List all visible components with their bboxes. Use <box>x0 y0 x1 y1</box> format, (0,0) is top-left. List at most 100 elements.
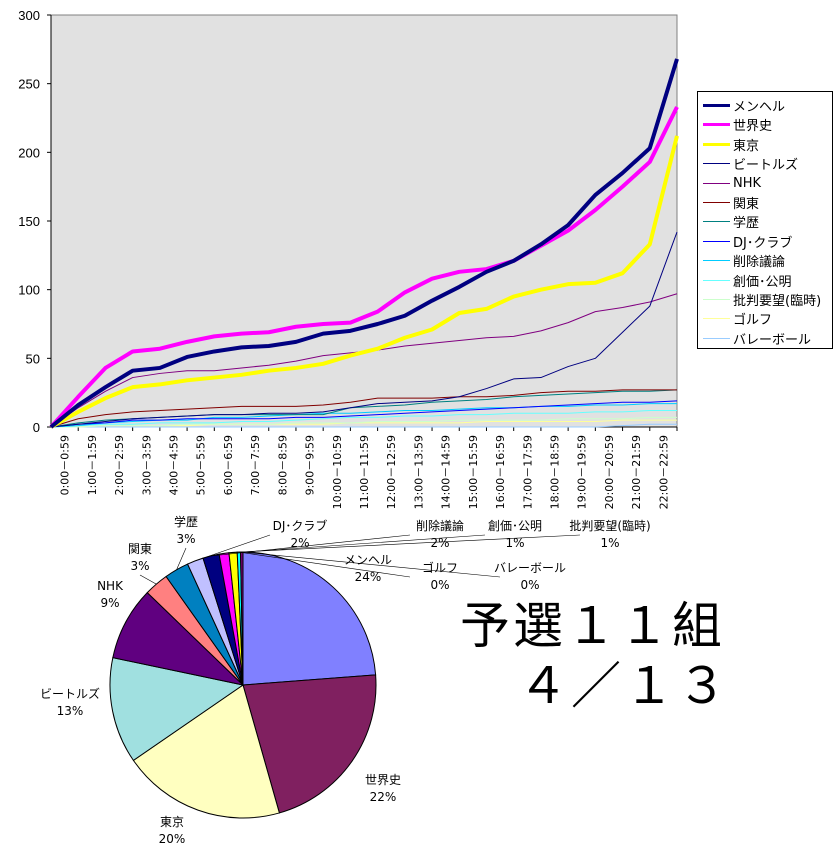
y-tick-label: 50 <box>26 351 40 366</box>
series-line-5 <box>50 389 677 428</box>
pie-slice-2 <box>132 684 281 819</box>
legend-swatch <box>703 260 730 262</box>
legend-item: メンヘル <box>703 96 785 115</box>
x-tick-label: 16:00－16:59 <box>494 435 507 509</box>
series-line-10 <box>51 416 677 428</box>
x-tick-label: 4:00－4:59 <box>167 435 180 495</box>
pie-label: メンヘル 24% <box>344 552 392 586</box>
x-tick-label: 14:00－14:59 <box>440 435 453 509</box>
legend-swatch <box>703 221 730 223</box>
x-tick-label: 6:00－6:59 <box>222 435 235 495</box>
legend-swatch <box>703 318 730 320</box>
x-tick-label: 0:00－0:59 <box>59 435 72 495</box>
legend-swatch <box>703 123 730 127</box>
x-tick-label: 21:00－21:59 <box>630 435 643 509</box>
x-tick-label: 13:00－13:59 <box>412 435 425 509</box>
pie-slice-1 <box>242 674 377 814</box>
y-tick-label: 100 <box>18 283 40 298</box>
pie-label-name: 創価･公明 <box>487 519 543 533</box>
legend-item: バレーボール <box>703 329 811 348</box>
legend-swatch <box>703 142 730 146</box>
legend-label: ビートルズ <box>733 158 799 174</box>
pie-leader-line <box>195 534 271 562</box>
legend-item: 削除議論 <box>703 251 785 270</box>
x-tick-label: 8:00－8:59 <box>276 435 289 495</box>
x-tick-label: 19:00－19:59 <box>576 435 589 509</box>
x-tick-label: 5:00－5:59 <box>195 435 208 495</box>
pie-label-name: 削除議論 <box>415 519 465 533</box>
pie-label-percent: 3% <box>130 559 150 573</box>
legend-item: 世界史 <box>703 115 772 134</box>
pie-label-percent: 3% <box>176 532 196 546</box>
pie-label-percent: 1% <box>600 536 620 550</box>
pie-leader-line <box>139 574 157 585</box>
legend-swatch <box>703 337 730 339</box>
pie-label: バレーボール 0% <box>494 560 566 594</box>
headline-date: ４／１３ <box>518 657 730 715</box>
legend-label: 削除議論 <box>733 255 786 271</box>
pie-leader-line <box>238 551 411 578</box>
series-line-3 <box>50 231 678 428</box>
x-tick-label: 11:00－11:59 <box>358 435 371 509</box>
series-line-9 <box>50 410 677 428</box>
legend-label: NHK <box>733 175 762 191</box>
pie-label: 批判要望(臨時) 1% <box>569 518 650 552</box>
x-tick-label: 2:00－2:59 <box>113 435 126 495</box>
x-tick-label: 7:00－7:59 <box>249 435 262 495</box>
legend-swatch <box>703 299 730 300</box>
series-line-0 <box>49 58 679 429</box>
pie-label: 削除議論 2% <box>416 518 464 552</box>
pie-label: 世界史 22% <box>365 772 401 806</box>
series-line-12 <box>51 423 677 428</box>
legend-label: ゴルフ <box>733 313 773 329</box>
pie-label-name: 学歴 <box>173 515 199 529</box>
legend-label: メンヘル <box>733 100 786 115</box>
y-tick-label: 0 <box>33 420 40 435</box>
pie-label-name: メンヘル <box>343 553 393 567</box>
series-line-2 <box>50 135 679 429</box>
pie-label: ゴルフ 0% <box>422 560 458 594</box>
legend-swatch <box>703 104 730 107</box>
pie-label-percent: 0% <box>430 578 450 592</box>
x-tick-label: 18:00－18:59 <box>549 435 562 509</box>
legend-item: NHK <box>703 174 761 193</box>
legend-item: 批判要望(臨時) <box>703 290 821 309</box>
pie-leader-line <box>223 534 486 554</box>
pie-label: 東京 20% <box>159 814 186 848</box>
legend-item: 学歴 <box>703 212 759 231</box>
pie-label-percent: 2% <box>430 536 450 550</box>
x-tick-label: 15:00－15:59 <box>467 435 480 509</box>
pie-label: 関東 3% <box>128 541 152 575</box>
legend-label: DJ･クラブ <box>733 235 793 251</box>
x-tick-label: 20:00－20:59 <box>603 435 616 509</box>
pie-slice-0 <box>242 551 377 686</box>
pie-label-name: ビートルズ <box>39 687 101 701</box>
series-line-7 <box>50 400 678 428</box>
y-tick-label: 250 <box>18 77 40 92</box>
headline-group: 予選１１組 <box>460 597 725 655</box>
pie-label-percent: 0% <box>520 578 540 592</box>
pie-label-name: バレーボール <box>493 561 567 575</box>
pie-label-percent: 2% <box>290 536 310 550</box>
pie-label-name: DJ･クラブ <box>272 519 328 533</box>
legend-swatch <box>703 202 730 203</box>
legend-item: 東京 <box>703 135 759 154</box>
pie-label: 学歴 3% <box>174 514 198 548</box>
pie-label-percent: 22% <box>369 790 397 804</box>
legend-item: 関東 <box>703 193 759 212</box>
y-tick-label: 300 <box>18 8 40 23</box>
pie-label-name: 批判要望(臨時) <box>569 519 651 533</box>
x-tick-label: 10:00－10:59 <box>331 435 344 509</box>
legend-label: 創価･公明 <box>733 274 792 290</box>
legend-label: 批判要望(臨時) <box>733 294 822 309</box>
legend-label: 関東 <box>733 197 760 212</box>
pie-label-percent: 9% <box>100 596 120 610</box>
pie-label-name: 世界史 <box>364 773 402 787</box>
x-tick-label: 22:00－22:59 <box>657 435 670 509</box>
chart-legend: メンヘル 世界史 東京ビートルズ NHK 関東 学歴 DJ･クラブ 削除議論創価･公明批判要望… <box>697 91 833 349</box>
pie-label-name: ゴルフ <box>421 561 459 575</box>
pie-label: ビートルズ 13% <box>40 686 100 720</box>
x-tick-label: 9:00－9:59 <box>304 435 317 495</box>
legend-swatch <box>703 163 730 165</box>
